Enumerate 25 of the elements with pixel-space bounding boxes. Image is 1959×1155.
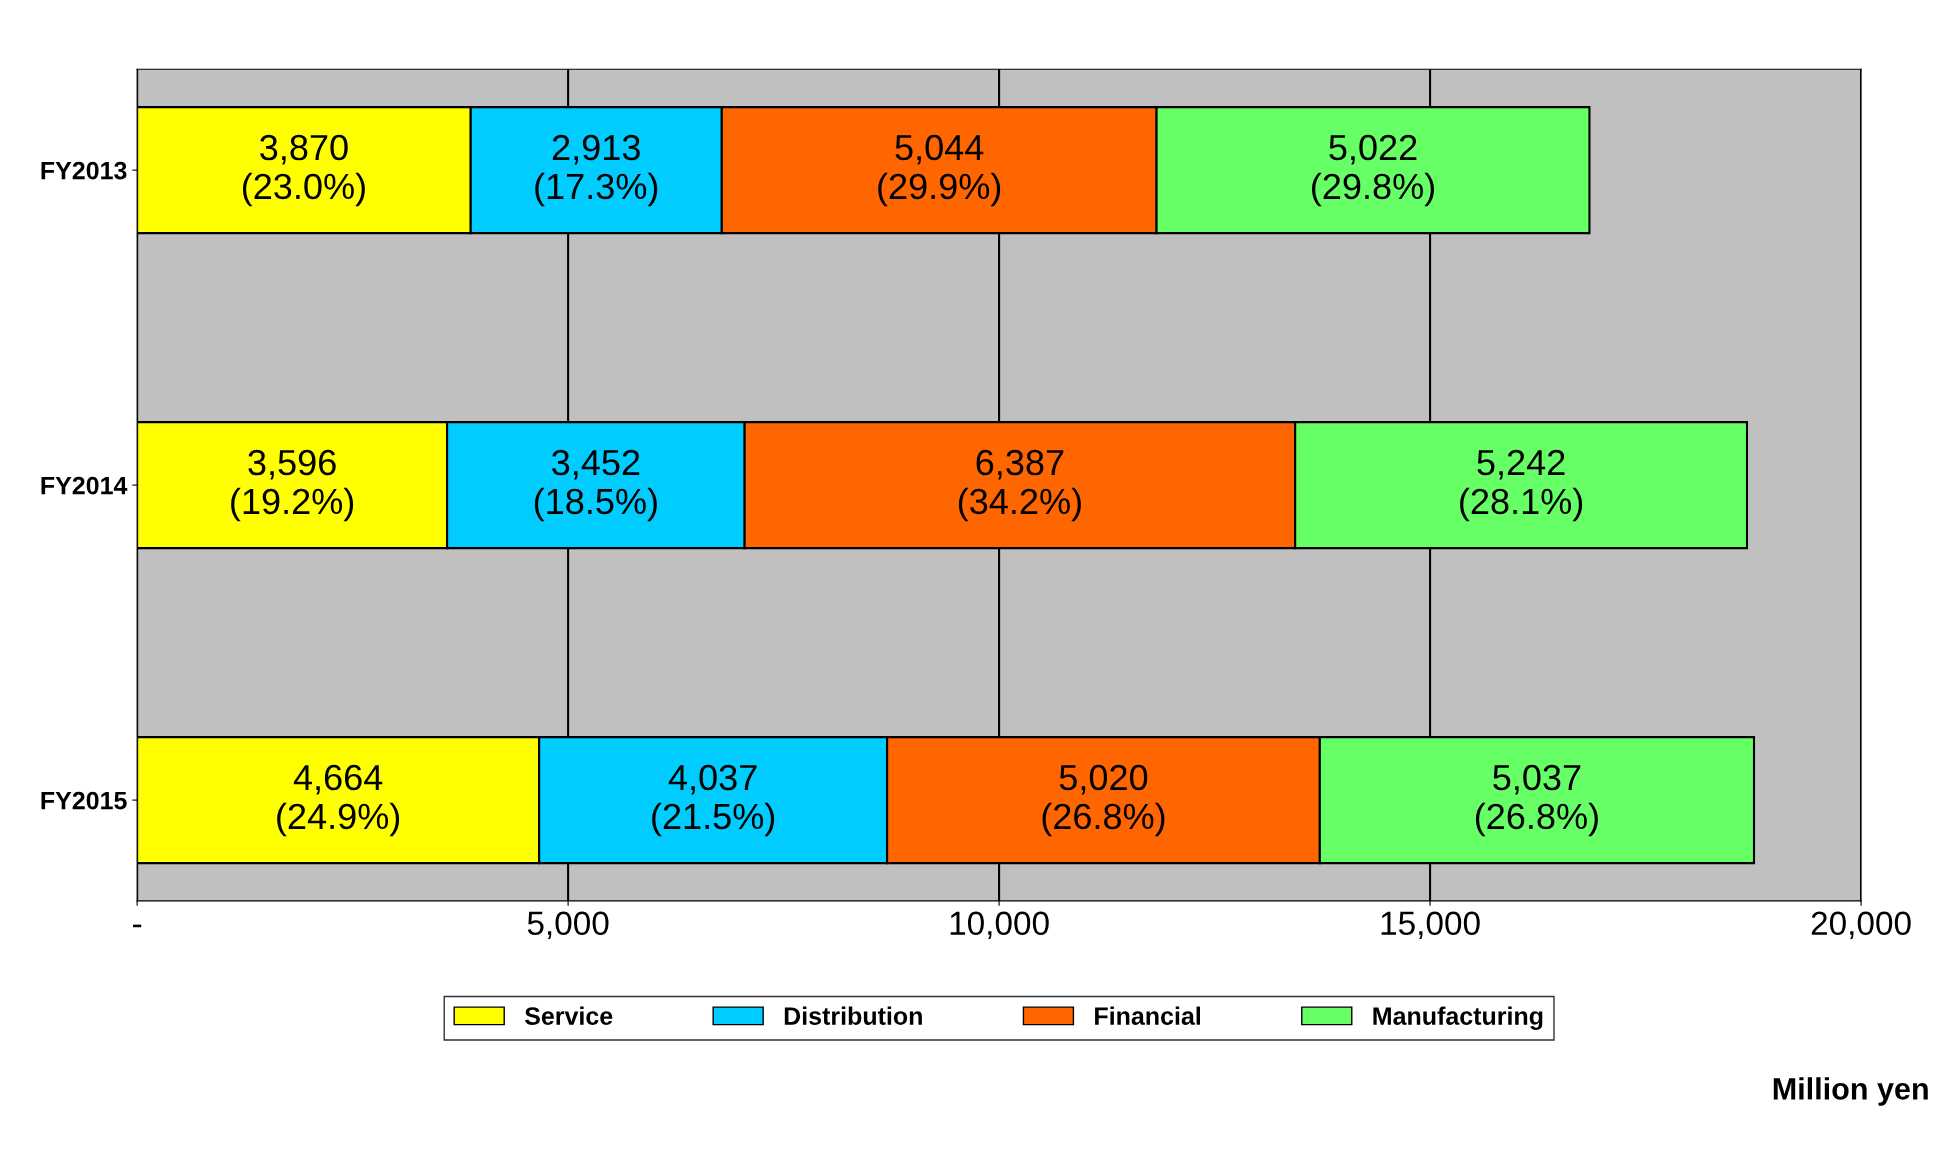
x-axis-title: Million yen <box>1773 1077 1928 1106</box>
legend-label: Service <box>524 1006 613 1025</box>
legend-label: Distribution <box>784 1006 922 1025</box>
x-tick-label: 15,000 <box>1381 911 1480 940</box>
legend-label: Manufacturing <box>1373 1006 1543 1030</box>
legend-label: Financial <box>1095 1006 1201 1025</box>
data-label: 4,664 (24.9%) <box>277 764 400 837</box>
data-label: 3,596 (19.2%) <box>231 449 354 522</box>
x-tick-label: - <box>133 924 142 928</box>
data-label: 5,022 (29.8%) <box>1312 134 1434 207</box>
data-label: 3,870 (23.0%) <box>242 134 365 207</box>
data-label: 3,452 (18.5%) <box>534 449 657 522</box>
x-tick-label: 20,000 <box>1811 911 1911 940</box>
x-tick-label: 10,000 <box>950 911 1049 940</box>
data-label: 2,913 (17.3%) <box>535 134 658 207</box>
y-tick-label: FY2015 <box>41 791 127 810</box>
data-label: 5,044 (29.9%) <box>878 134 1001 207</box>
data-label: 6,387 (34.2%) <box>958 449 1081 522</box>
data-label: 5,020 (26.8%) <box>1042 764 1165 837</box>
data-label: 4,037 (21.5%) <box>652 764 775 837</box>
x-tick-label: 5,000 <box>527 911 609 940</box>
data-label: 5,242 (28.1%) <box>1460 449 1583 522</box>
y-tick-label: FY2013 <box>41 161 127 180</box>
y-tick-label: FY2014 <box>41 476 128 495</box>
data-label: 5,037 (26.8%) <box>1475 764 1598 837</box>
